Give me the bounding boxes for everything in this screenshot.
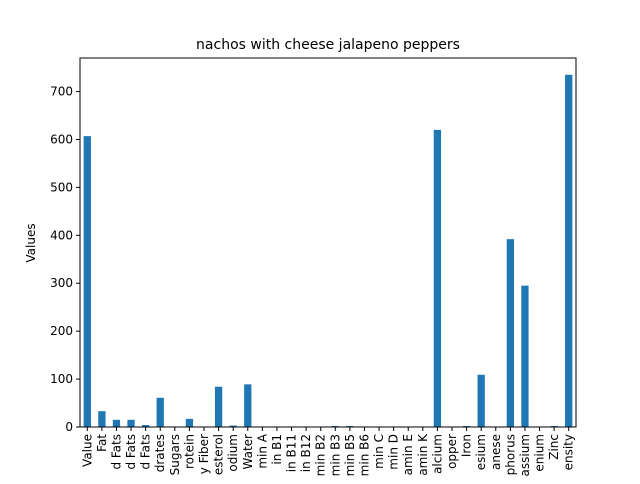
x-tick-label: alcium xyxy=(430,434,444,474)
x-tick-label: min B3 xyxy=(328,434,342,476)
bar xyxy=(214,386,223,427)
bar xyxy=(127,419,135,427)
y-tick-label: 700 xyxy=(50,85,73,99)
x-tick-label: min B6 xyxy=(357,434,371,476)
x-tick-label: Value xyxy=(80,434,94,467)
x-tick-label: amin K xyxy=(416,433,430,476)
x-tick-label: esterol xyxy=(212,434,226,475)
x-axis: Value Fat d Fats d Fats d Fats drates Sugars ro… xyxy=(80,427,576,477)
y-axis: 0 100 200 300 400 500 600 700 xyxy=(50,85,80,434)
y-axis-label: Values xyxy=(24,223,38,262)
x-tick-label: odium xyxy=(226,434,240,472)
x-tick-label: enium xyxy=(533,434,547,472)
bar xyxy=(433,129,442,427)
x-tick-label: d Fats xyxy=(109,434,123,470)
x-tick-label: opper xyxy=(445,434,459,469)
chart-title: nachos with cheese jalapeno peppers xyxy=(196,37,460,53)
y-tick-label: 600 xyxy=(50,132,73,146)
bar xyxy=(112,419,121,427)
x-tick-label: assium xyxy=(518,434,532,477)
x-tick-label: d Fats xyxy=(124,434,138,470)
y-tick-label: 400 xyxy=(50,228,73,242)
bar xyxy=(506,239,514,427)
x-tick-label: Sugars xyxy=(168,434,182,475)
x-tick-label: d Fats xyxy=(139,434,153,470)
x-tick-label: min B5 xyxy=(343,434,357,476)
x-tick-label: rotein xyxy=(182,434,196,469)
bars-layer xyxy=(83,74,573,428)
bar xyxy=(156,397,164,427)
x-tick-label: in B11 xyxy=(285,434,299,472)
x-tick-label: min B2 xyxy=(314,434,328,476)
y-tick-label: 200 xyxy=(50,324,73,338)
bar xyxy=(229,425,237,427)
x-tick-label: Iron xyxy=(460,434,474,457)
bar xyxy=(142,425,150,427)
bar xyxy=(185,418,194,427)
bar xyxy=(98,411,106,427)
x-tick-label: esium xyxy=(474,434,488,470)
x-tick-label: min C xyxy=(372,434,386,469)
x-tick-label: in B12 xyxy=(299,434,313,472)
x-tick-label: drates xyxy=(153,434,167,472)
x-tick-label: anese xyxy=(489,434,503,470)
x-tick-label: y Fiber xyxy=(197,434,211,474)
y-tick-label: 300 xyxy=(50,276,73,290)
bar xyxy=(477,374,485,427)
bar xyxy=(83,136,91,428)
x-tick-label: Water xyxy=(241,434,255,470)
y-tick-label: 500 xyxy=(50,180,73,194)
x-tick-label: Zinc xyxy=(547,434,561,460)
bar xyxy=(521,285,529,427)
x-tick-label: ensity xyxy=(562,434,576,470)
x-tick-label: in B1 xyxy=(270,434,284,465)
x-tick-label: amin E xyxy=(401,434,415,475)
x-tick-label: phorus xyxy=(503,434,517,475)
x-tick-label: min D xyxy=(387,434,401,470)
y-tick-label: 0 xyxy=(65,420,73,434)
axes-frame xyxy=(79,57,577,428)
bar xyxy=(244,384,252,427)
x-tick-label: Fat xyxy=(95,434,109,452)
bar xyxy=(565,74,573,428)
x-tick-label: min A xyxy=(255,433,269,468)
plot-frame xyxy=(79,57,577,428)
y-tick-label: 100 xyxy=(50,372,73,386)
